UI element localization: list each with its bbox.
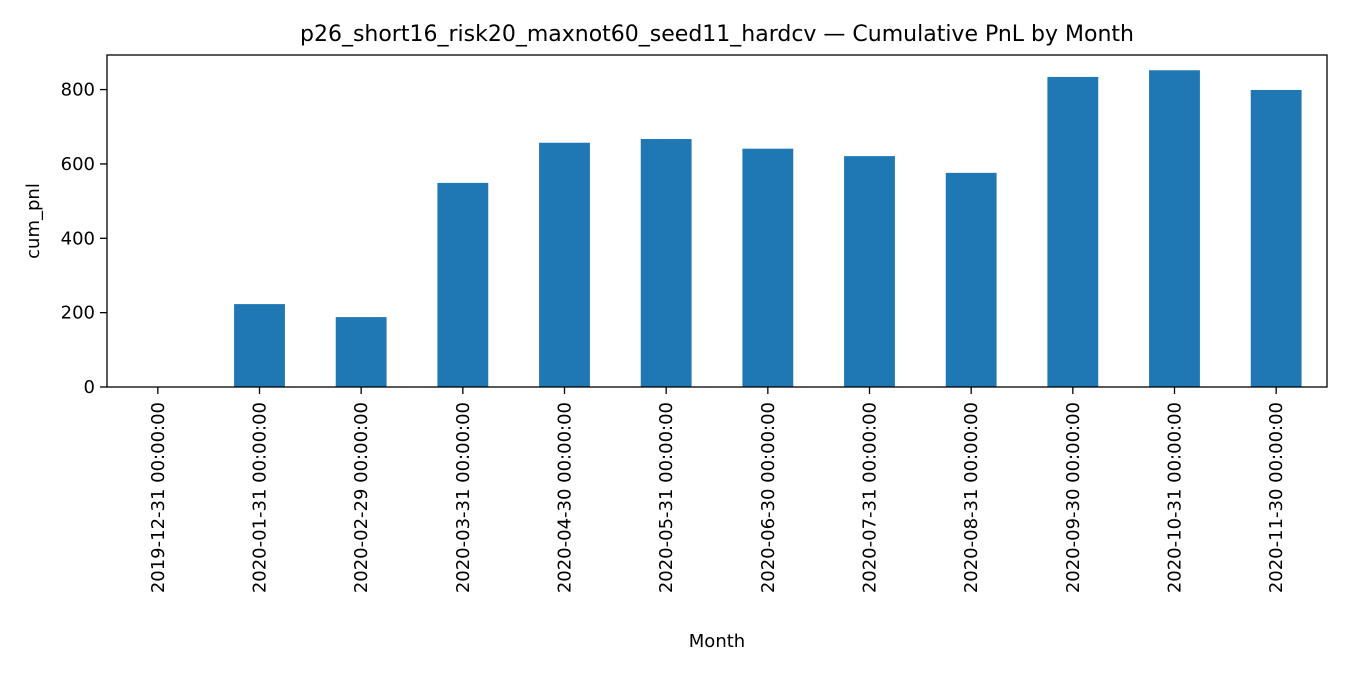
x-tick-label: 2020-10-31 00:00:00 [1165,402,1186,593]
x-tick-label: 2020-09-30 00:00:00 [1063,402,1084,593]
bar [844,156,895,387]
x-axis-ticks: 2019-12-31 00:00:00 2020-01-31 00:00:00 20… [148,387,1287,593]
bar [1250,89,1302,388]
bar [640,139,692,387]
bar [1149,70,1200,387]
y-axis-ticks: 0 200 400 600 800 [61,80,107,398]
chart-title: p26_short16_risk20_maxnot60_seed11_hardc… [300,22,1134,47]
x-axis-label: Month [689,631,745,652]
bar [945,172,997,387]
y-tick-label: 0 [84,377,95,398]
x-tick-label: 2020-11-30 00:00:00 [1266,402,1287,593]
plot-area-frame [106,54,1328,388]
x-tick-label: 2020-01-31 00:00:00 [250,402,271,593]
bar [1047,76,1099,387]
x-tick-label: 2020-06-30 00:00:00 [758,402,779,593]
x-tick-label: 2020-05-31 00:00:00 [656,402,677,593]
y-tick-label: 600 [61,154,95,175]
x-tick-label: 2020-02-29 00:00:00 [351,402,372,593]
bar [234,304,285,387]
y-axis-label: cum_pnl [23,183,44,259]
bar [539,142,590,387]
y-tick-label: 400 [61,228,95,249]
bar-series [234,70,1302,388]
bar [335,317,387,387]
x-tick-label: 2019-12-31 00:00:00 [148,402,169,593]
x-tick-label: 2020-03-31 00:00:00 [453,402,474,593]
bar [742,148,794,387]
y-tick-label: 800 [61,80,95,101]
x-tick-label: 2020-07-31 00:00:00 [860,402,881,593]
x-tick-label: 2020-08-31 00:00:00 [961,402,982,593]
bar [437,182,489,387]
y-tick-label: 200 [61,303,95,324]
x-tick-label: 2020-04-30 00:00:00 [555,402,576,593]
